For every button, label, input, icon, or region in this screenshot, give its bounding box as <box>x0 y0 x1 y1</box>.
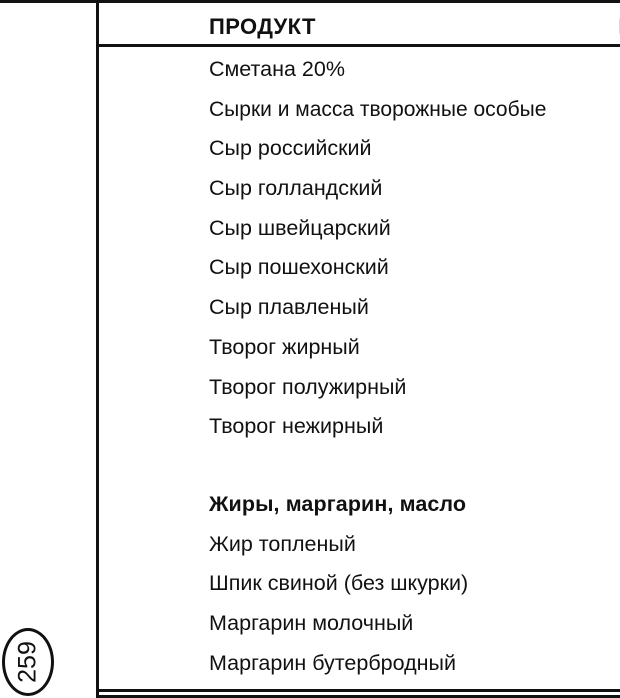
table-row: Маргарин бутербродный 15,8 <box>198 644 620 684</box>
column-header-water: ВОДА <box>599 14 620 40</box>
product-name: Сыр голландский <box>209 176 383 201</box>
water-value: 41 <box>599 90 620 130</box>
table-row: Жир топленый 0,3 <box>198 525 620 565</box>
table-header-row: ПРОДУКТ ВОДА <box>198 6 620 47</box>
product-name: Творог нежирный <box>209 414 384 439</box>
water-value: 15,9 <box>599 604 620 644</box>
page-number-label: 259 <box>13 641 42 683</box>
table-row: Сметана 20% 72,7 <box>198 50 620 90</box>
table-row: Сыр голландский 38,8 <box>198 169 620 209</box>
page-number-badge: 259 <box>2 628 54 696</box>
section-title: Жиры, маргарин, масло <box>209 491 467 516</box>
water-value: 38,8 <box>599 169 620 209</box>
water-value: 5,7 <box>599 564 620 604</box>
table-row: Маргарин молочный 15,9 <box>198 604 620 644</box>
table-row: Шпик свиной (без шкурки) 5,7 <box>198 564 620 604</box>
water-value: 72,7 <box>599 50 620 90</box>
water-value: 64,7 <box>599 328 620 368</box>
table-bottom-rule <box>96 689 620 692</box>
product-name: Творог полужирный <box>209 374 407 399</box>
water-value: 41 <box>599 248 620 288</box>
table-row: Творог жирный 64,7 <box>198 328 620 368</box>
table-header-rule <box>96 44 620 47</box>
product-name: Сыр плавленый <box>209 295 369 320</box>
product-name: Сметана 20% <box>209 57 345 81</box>
table-row: Сыр российский 40 <box>198 129 620 169</box>
product-name: Шпик свиной (без шкурки) <box>209 571 469 596</box>
product-name: Сыр российский <box>209 136 372 161</box>
table-row: Сырки и масса творожные особые 41 <box>198 90 620 130</box>
water-value: 77,7 <box>599 407 620 447</box>
nutrition-table: ПРОДУКТ ВОДА Сметана 20%72,7Сырки и масс… <box>96 0 620 698</box>
product-name: Сырки и масса творожные особые <box>209 97 547 121</box>
product-name: Жир топленый <box>209 531 356 556</box>
table-row: Сыр швейцарский 36,4 <box>198 209 620 249</box>
product-name: Маргарин бутербродный <box>209 650 456 675</box>
table-row: Сыр плавленый 55 <box>198 288 620 328</box>
water-value: 0,3 <box>599 525 620 565</box>
water-value: 40 <box>599 129 620 169</box>
product-name: Сыр швейцарский <box>209 215 391 240</box>
product-name: Творог жирный <box>209 334 360 359</box>
table-body: Сметана 20%72,7Сырки и масса творожные о… <box>198 50 620 683</box>
water-value: 71 <box>599 368 620 408</box>
water-value: 15,8 <box>599 644 620 684</box>
table-row: Творог полужирный 71 <box>198 368 620 408</box>
product-name: Сыр пошехонский <box>209 255 389 280</box>
table-row: Творог нежирный 77,7 <box>198 407 620 447</box>
water-value: 55 <box>599 288 620 328</box>
table-row: Сыр пошехонский 41 <box>198 248 620 288</box>
column-header-product: ПРОДУКТ <box>209 13 316 39</box>
product-name: Маргарин молочный <box>209 610 414 635</box>
table-row-spacer <box>198 447 620 485</box>
table-section-header: Жиры, маргарин, масло <box>198 485 620 525</box>
water-value: 36,4 <box>599 209 620 249</box>
